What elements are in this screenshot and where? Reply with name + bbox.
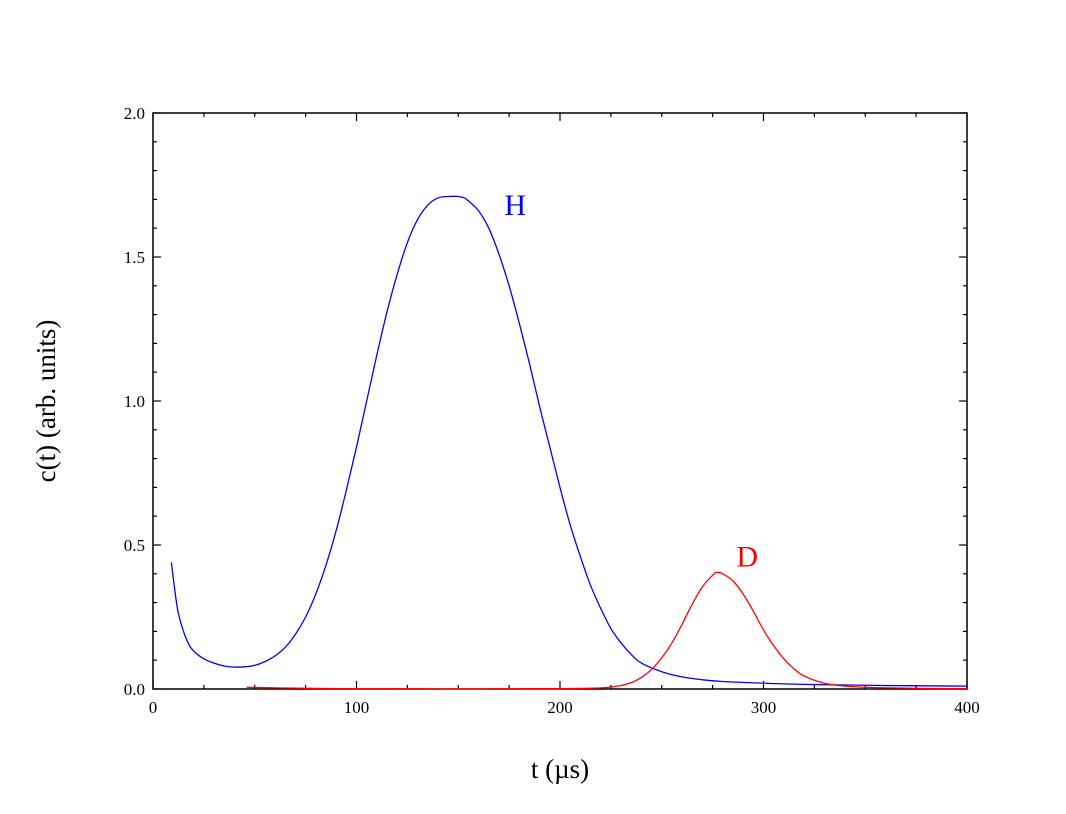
y-tick-label: 1.5 (124, 248, 145, 267)
series-label-h: H (504, 189, 526, 222)
y-tick-label: 1.0 (124, 392, 145, 411)
y-axis-title: c(t) (arb. units) (31, 320, 61, 483)
axis-tick-labels: 0 100 200 300 400 0.0 0.5 1.0 1.5 2.0 (124, 104, 980, 717)
y-tick-label: 0.5 (124, 536, 145, 555)
x-tick-label: 0 (149, 698, 158, 717)
plot-frame (152, 112, 968, 690)
x-tick-label: 200 (547, 698, 573, 717)
x-tick-label: 300 (751, 698, 777, 717)
series-line-h (170, 195, 968, 687)
x-axis-title: t (µs) (531, 754, 589, 784)
plot-frame-rect (152, 112, 968, 690)
series-line-d (246, 571, 968, 690)
data-series (170, 195, 968, 690)
series-labels: HD (504, 189, 758, 573)
y-tick-label: 0.0 (124, 680, 145, 699)
x-tick-label: 100 (344, 698, 370, 717)
series-label-d: D (736, 541, 758, 574)
axis-ticks (152, 112, 968, 690)
y-tick-label: 2.0 (124, 104, 145, 123)
x-tick-label: 400 (954, 698, 980, 717)
